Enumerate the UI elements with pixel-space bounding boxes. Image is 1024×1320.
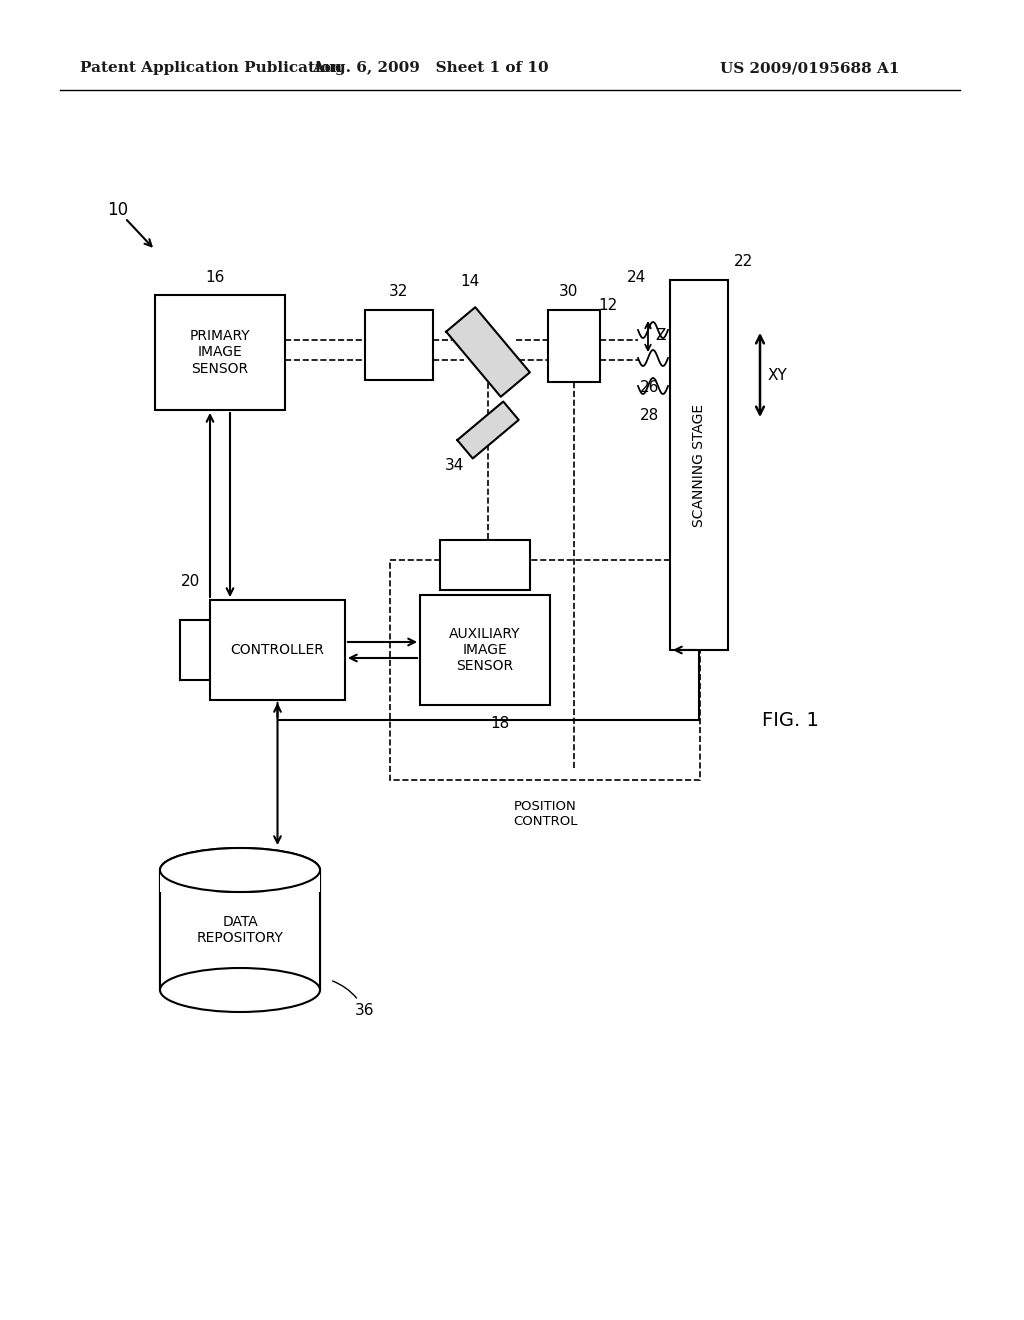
- Bar: [440, 540, 530, 590]
- Text: 34: 34: [445, 458, 465, 473]
- Text: Patent Application Publication: Patent Application Publication: [80, 61, 342, 75]
- Ellipse shape: [160, 847, 319, 892]
- Text: 26: 26: [640, 380, 659, 396]
- Polygon shape: [458, 401, 519, 458]
- Text: 20: 20: [181, 574, 200, 590]
- Text: Aug. 6, 2009   Sheet 1 of 10: Aug. 6, 2009 Sheet 1 of 10: [311, 61, 548, 75]
- Bar: [210, 601, 345, 700]
- Text: SCANNING STAGE: SCANNING STAGE: [692, 404, 706, 527]
- Text: 32: 32: [389, 285, 409, 300]
- Text: 18: 18: [490, 715, 510, 730]
- Text: 12: 12: [599, 297, 618, 313]
- Text: CONTROLLER: CONTROLLER: [230, 643, 325, 657]
- Text: FIG. 1: FIG. 1: [762, 710, 818, 730]
- Bar: [548, 310, 600, 381]
- Bar: [420, 595, 550, 705]
- Ellipse shape: [160, 968, 319, 1012]
- Bar: [155, 294, 285, 411]
- Text: 24: 24: [628, 271, 646, 285]
- Text: US 2009/0195688 A1: US 2009/0195688 A1: [721, 61, 900, 75]
- Bar: [390, 560, 700, 780]
- Text: XY: XY: [768, 367, 787, 383]
- Polygon shape: [446, 308, 529, 397]
- Bar: [365, 310, 433, 380]
- Bar: [160, 870, 319, 892]
- Text: PRIMARY
IMAGE
SENSOR: PRIMARY IMAGE SENSOR: [189, 329, 250, 376]
- Text: 16: 16: [206, 269, 224, 285]
- Text: Z: Z: [655, 327, 666, 342]
- Text: 14: 14: [461, 275, 479, 289]
- Bar: [160, 870, 319, 990]
- Text: 30: 30: [559, 285, 579, 300]
- Text: 28: 28: [640, 408, 659, 422]
- Text: 22: 22: [734, 255, 754, 269]
- Text: DATA
REPOSITORY: DATA REPOSITORY: [197, 915, 284, 945]
- Ellipse shape: [160, 847, 319, 892]
- Text: 36: 36: [333, 981, 375, 1018]
- Text: AUXILIARY
IMAGE
SENSOR: AUXILIARY IMAGE SENSOR: [450, 627, 521, 673]
- Text: 10: 10: [108, 201, 129, 219]
- Text: POSITION
CONTROL: POSITION CONTROL: [513, 800, 578, 828]
- Bar: [670, 280, 728, 649]
